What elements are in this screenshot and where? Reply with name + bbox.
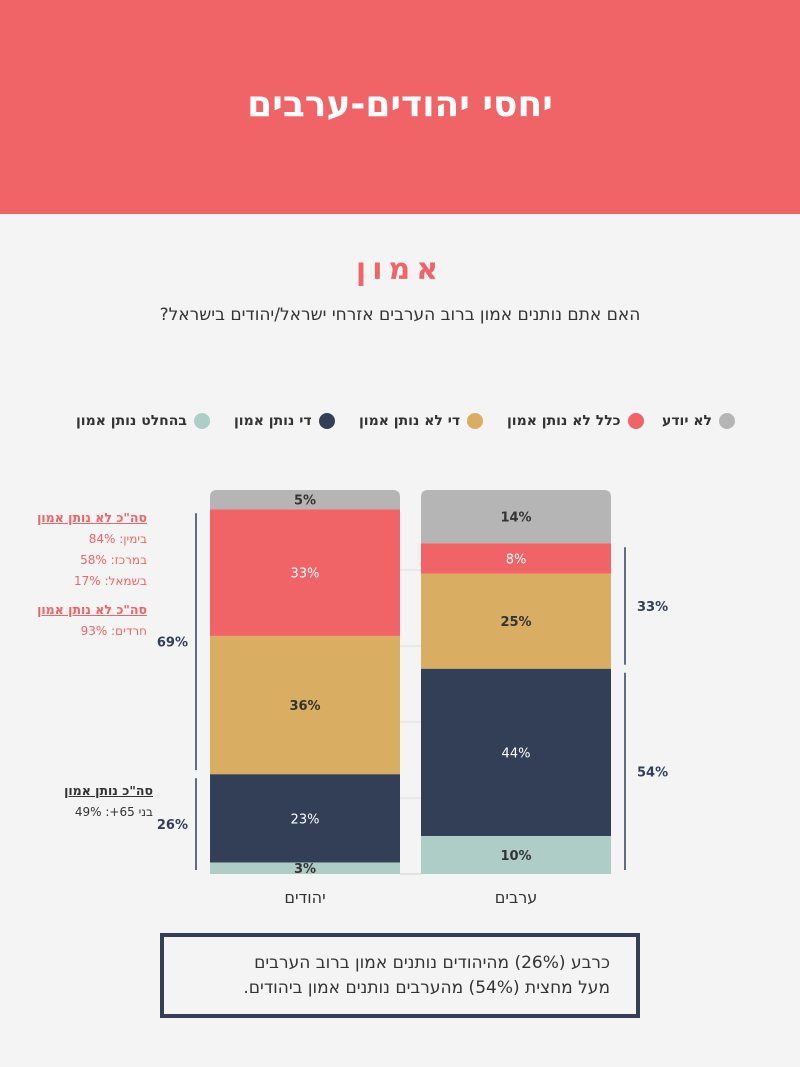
- legend-label: די נותן אמון: [234, 413, 312, 429]
- bar-segment: [421, 668, 611, 836]
- callout-line-1: כרבע (26%) מהיהודים נותנים אמון ברוב הער…: [254, 953, 610, 973]
- data-label: 44%: [502, 746, 531, 761]
- legend-label: די לא נותן אמון: [359, 413, 461, 429]
- legend-label: לא יודע: [662, 413, 713, 429]
- bracket-label: 26%: [157, 818, 188, 833]
- legend-item-dont-know: לא יודע: [662, 410, 736, 432]
- note-distrust-haredi: סה"כ לא נותן אמון חרדים: 93%: [37, 602, 147, 638]
- bar-segment: [210, 862, 400, 874]
- summary-callout: כרבע (26%) מהיהודים נותנים אמון ברוב הער…: [160, 933, 640, 1018]
- data-label: 8%: [506, 552, 527, 567]
- data-label: 14%: [500, 511, 531, 526]
- note-line: בשמאל: 17%: [74, 574, 147, 588]
- legend-label: בהחלט נותן אמון: [76, 413, 187, 429]
- bar-segment: [210, 774, 400, 863]
- data-label: 36%: [289, 699, 320, 714]
- legend-item-somewhat-trust: די נותן אמון: [234, 410, 335, 432]
- bar-segment: [421, 543, 611, 574]
- stacked-bar-chart: 3% 23% 36% 33% 5% יהודים 10% 44% 25% 8% 14% ערבים 69…: [157, 490, 668, 907]
- legend-dot-icon: [627, 413, 644, 429]
- page-title: יחסי יהודים-ערבים: [247, 84, 553, 125]
- survey-question: האם אתם נותנים אמון ברוב הערבים אזרחי יש…: [159, 305, 641, 325]
- category-label: יהודים: [284, 888, 325, 907]
- legend-dot-icon: [719, 413, 736, 429]
- note-distrust-by-politics: סה"כ לא נותן אמון בימין: 84% במרכז: 58% …: [37, 510, 147, 588]
- note-trust-age: סה"כ נותן אמון בני 65+: 49%: [64, 783, 153, 819]
- bracket-label: 33%: [637, 600, 668, 615]
- legend-item-somewhat-no-trust: די לא נותן אמון: [359, 410, 484, 432]
- category-label: ערבים: [495, 888, 538, 907]
- legend-dot-icon: [318, 413, 335, 429]
- note-line: בימין: 84%: [88, 532, 147, 546]
- callout-line-2: מעל מחצית (54%) מהערבים נותנים אמון ביהו…: [243, 978, 610, 998]
- note-line: בני 65+: 49%: [74, 805, 153, 819]
- bar-segment: [210, 509, 400, 636]
- legend-dot-icon: [467, 413, 484, 429]
- legend-item-definitely-trust: בהחלט נותן אמון: [76, 410, 210, 432]
- bracket-label: 69%: [157, 636, 188, 651]
- bar-segment: [210, 635, 400, 775]
- data-label: 3%: [294, 862, 316, 877]
- data-label: 33%: [291, 567, 320, 582]
- note-heading: סה"כ נותן אמון: [64, 783, 153, 798]
- data-label: 23%: [291, 812, 320, 827]
- bar-segment: [210, 490, 400, 510]
- bar-segment: [421, 490, 611, 544]
- note-heading: סה"כ לא נותן אמון: [37, 602, 147, 617]
- legend-item-no-trust-at-all: כלל לא נותן אמון: [507, 410, 644, 432]
- data-label: 10%: [500, 849, 531, 864]
- header-banner: יחסי יהודים-ערבים: [0, 0, 800, 214]
- chart-legend: לא יודע כלל לא נותן אמון די לא נותן אמון…: [0, 410, 800, 432]
- note-line: במרכז: 58%: [80, 553, 147, 567]
- note-heading: סה"כ לא נותן אמון: [37, 510, 147, 525]
- data-label: 25%: [500, 615, 531, 630]
- bar-segment: [421, 835, 611, 874]
- note-line: חרדים: 93%: [80, 624, 147, 638]
- bracket-label: 54%: [637, 765, 668, 780]
- bar-segment: [421, 573, 611, 669]
- data-label: 5%: [294, 494, 316, 509]
- legend-dot-icon: [193, 413, 210, 429]
- section-title: אמון: [355, 252, 445, 287]
- legend-label: כלל לא נותן אמון: [507, 413, 621, 429]
